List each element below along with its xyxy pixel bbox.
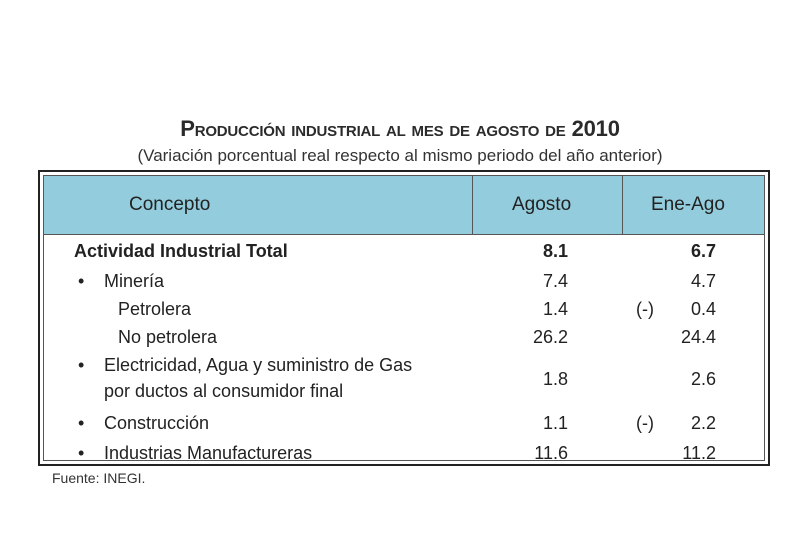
row-agosto: 1.1 — [542, 413, 568, 433]
title-year: 2010 — [571, 116, 620, 141]
header-eneago: Ene-Ago — [651, 194, 725, 215]
header-divider — [622, 176, 623, 234]
row-concepto: No petrolera — [118, 327, 218, 347]
row-eneago: 2.6 — [690, 369, 716, 389]
row-eneago: 0.4 — [690, 299, 716, 319]
row-eneago: 6.7 — [690, 241, 716, 261]
bullet-icon: • — [78, 443, 85, 463]
bullet-icon: • — [78, 413, 85, 433]
row-eneago: 24.4 — [680, 327, 716, 347]
source-note: Fuente: INEGI. — [52, 470, 146, 486]
row-concepto: Electricidad, Agua y suministro de Gas — [104, 355, 413, 375]
row-agosto: 8.1 — [542, 241, 568, 261]
table: Concepto Agosto Ene-Ago Actividad Indust… — [43, 175, 765, 463]
table-title: Producción industrial al mes de agosto d… — [0, 116, 800, 142]
row-eneago: 4.7 — [690, 271, 716, 291]
row-concepto: Industrias Manufactureras — [104, 443, 313, 463]
header-divider — [472, 176, 473, 234]
row-concepto-line2: por ductos al consumidor final — [104, 381, 344, 401]
row-agosto: 1.4 — [542, 299, 568, 319]
row-agosto: 26.2 — [532, 327, 568, 347]
row-concepto: Minería — [104, 271, 165, 291]
row-concepto: Construcción — [104, 413, 210, 433]
row-agosto: 7.4 — [542, 271, 568, 291]
title-text: Producción industrial al mes de agosto d… — [180, 116, 566, 141]
header-agosto: Agosto — [512, 194, 572, 215]
row-concepto: Actividad Industrial Total — [74, 241, 288, 261]
row-eneago: 11.2 — [682, 443, 716, 463]
negative-marker: (-) — [636, 413, 654, 433]
table-subtitle: (Variación porcentual real respecto al m… — [137, 146, 663, 165]
negative-marker: (-) — [636, 299, 654, 319]
row-eneago: 2.2 — [690, 413, 716, 433]
row-concepto: Petrolera — [118, 299, 192, 319]
bullet-icon: • — [78, 355, 85, 375]
table-frame: Concepto Agosto Ene-Ago Actividad Indust… — [38, 170, 770, 466]
row-agosto: 1.8 — [542, 369, 568, 389]
row-agosto: 11.6 — [534, 443, 568, 463]
bullet-icon: • — [78, 271, 85, 291]
table-header: Concepto Agosto Ene-Ago — [44, 176, 764, 235]
header-concepto: Concepto — [129, 194, 211, 215]
